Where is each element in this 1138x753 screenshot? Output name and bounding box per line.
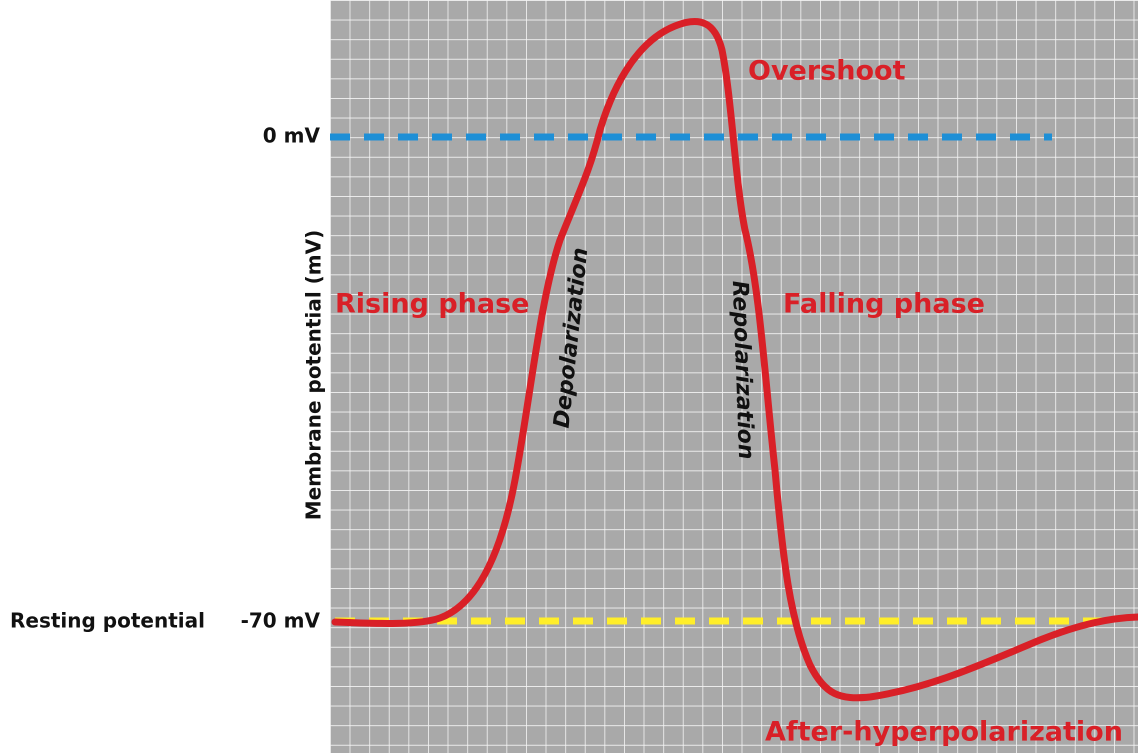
rising-label: Rising phase — [335, 289, 529, 320]
falling-label: Falling phase — [783, 289, 985, 320]
action-potential-curve — [331, 18, 1138, 702]
overshoot-label: Overshoot — [748, 56, 906, 87]
zero-label: 0 mV — [263, 124, 321, 148]
resting-label: Resting potential — [10, 609, 205, 633]
y-axis-label: Membrane potential (mV) — [302, 230, 326, 521]
after-label: After-hyperpolarization — [765, 717, 1123, 748]
repolarization-label: Repolarization — [727, 280, 758, 460]
resting-value: -70 mV — [241, 609, 321, 633]
